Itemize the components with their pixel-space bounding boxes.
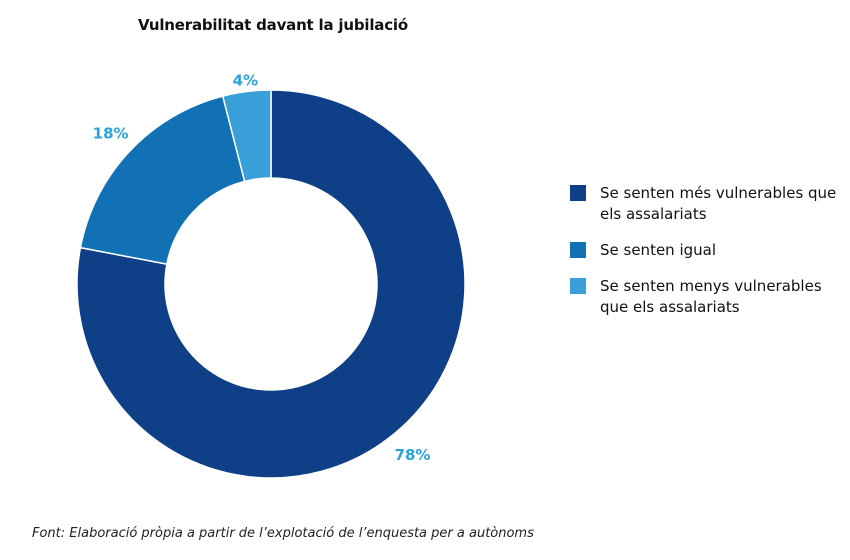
chart-title: Vulnerabilitat davant la jubilació [138, 16, 408, 34]
legend-swatch [570, 278, 586, 294]
legend-swatch [570, 242, 586, 258]
legend-label: Se senten més vulnerables que els assala… [600, 184, 837, 223]
slice-data-label: 4% [233, 72, 258, 90]
donut-slice [76, 89, 466, 479]
legend-item: Se senten més vulnerables que els assala… [570, 183, 850, 225]
legend-item: Se senten igual [570, 240, 850, 261]
legend-swatch [570, 185, 586, 201]
slice-data-label: 78% [395, 446, 431, 464]
source-note: Font: Elaboració pròpia a partir de l’ex… [32, 526, 534, 541]
slice-data-label: 18% [93, 124, 129, 142]
donut-slice [221, 89, 272, 183]
legend-item: Se senten menys vulnerables que els assa… [570, 276, 850, 318]
legend-label: Se senten igual [600, 241, 717, 259]
legend: Se senten més vulnerables que els assala… [570, 183, 850, 333]
legend-label: Se senten menys vulnerables que els assa… [600, 277, 822, 316]
donut-slice [79, 95, 246, 266]
